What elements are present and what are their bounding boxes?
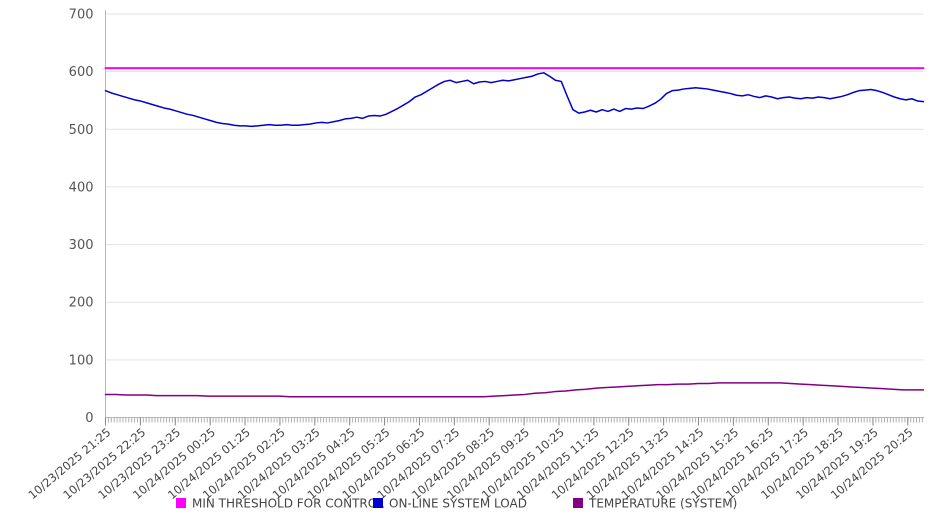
series-line-on-line-system-load	[104, 72, 925, 128]
y-axis-tick-label: 600	[69, 65, 94, 80]
y-axis-tick-label: 300	[69, 238, 94, 253]
y-axis-tick-label: 400	[69, 180, 94, 195]
x-axis-minor-ticks	[105, 417, 923, 423]
legend-swatch	[373, 498, 383, 508]
y-axis-tick-labels: 0 100 200 300 400 500 600 700	[69, 8, 94, 427]
y-axis-tick-label: 500	[69, 123, 94, 138]
series-line-temperature-system	[104, 382, 925, 398]
legend-swatch	[573, 498, 583, 508]
chart-legend: MIN THRESHOLD FOR CONTROL ON-LINE SYSTEM …	[176, 497, 737, 511]
y-axis-tick-label: 0	[85, 411, 93, 426]
legend-swatch	[176, 498, 186, 508]
legend-label: TEMPERATURE (SYSTEM)	[588, 497, 737, 511]
legend-label: MIN THRESHOLD FOR CONTROL	[192, 497, 384, 511]
y-axis-tick-label: 700	[69, 8, 94, 23]
grid-lines	[105, 13, 924, 361]
y-axis-tick-label: 200	[69, 296, 94, 311]
legend-label: ON-LINE SYSTEM LOAD	[389, 497, 527, 511]
x-axis-major-ticks	[105, 417, 909, 426]
y-axis-tick-label: 100	[69, 353, 94, 368]
series-paths	[104, 67, 925, 398]
